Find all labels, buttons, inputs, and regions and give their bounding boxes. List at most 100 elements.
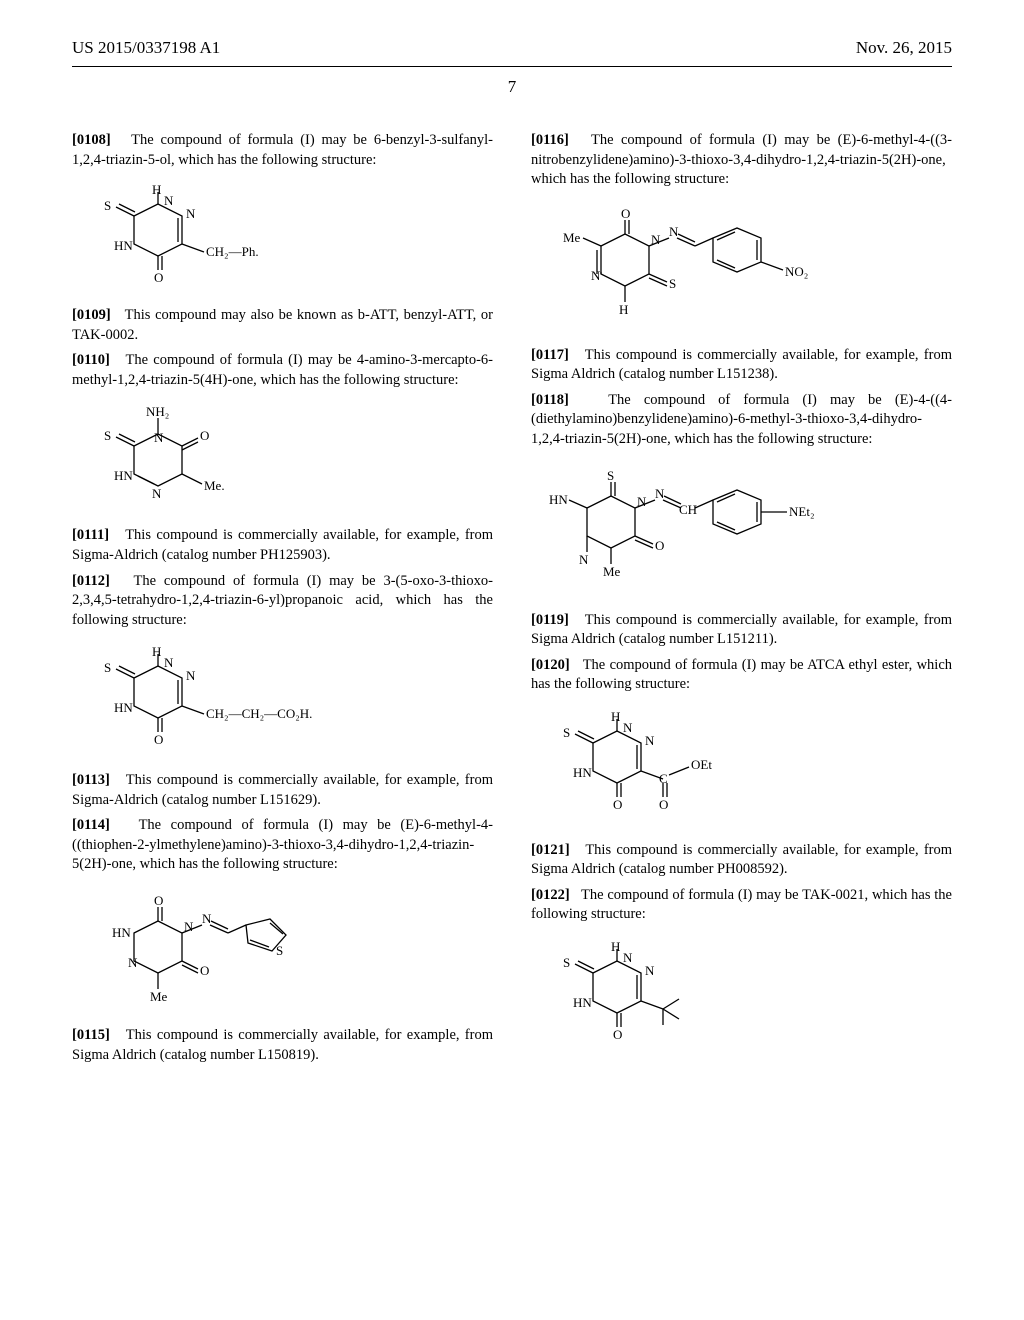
- label-o: O: [154, 270, 163, 285]
- label-o: O: [613, 797, 622, 812]
- label-n: N: [645, 963, 655, 978]
- chemical-structure-3: S H N N HN O CH₂—CH₂—CO₂H.: [94, 648, 493, 753]
- para-text: This compound may also be known as b-ATT…: [72, 307, 493, 343]
- label-o: O: [613, 1027, 622, 1042]
- chemical-structure-5: O Me N N N H S NO₂: [539, 208, 952, 328]
- label-s: S: [563, 955, 570, 970]
- publication-date: Nov. 26, 2015: [856, 38, 952, 58]
- label-s: S: [563, 725, 570, 740]
- chemical-structure-1: S H N N HN O CH₂—Ph.: [94, 188, 493, 288]
- label-n: N: [202, 911, 212, 926]
- para-0119: [0119] This compound is commercially ava…: [531, 611, 952, 650]
- label-o: O: [655, 538, 664, 553]
- para-0111: [0111] This compound is commercially ava…: [72, 526, 493, 565]
- para-0110: [0110] The compound of formula (I) may b…: [72, 351, 493, 390]
- label-ch: CH: [679, 502, 697, 517]
- para-text: The compound of formula (I) may be 6-ben…: [72, 132, 493, 168]
- label-n: N: [669, 224, 679, 239]
- para-0116: [0116] The compound of formula (I) may b…: [531, 131, 952, 190]
- label-n: N: [591, 268, 601, 283]
- label-s: S: [104, 660, 111, 675]
- para-text: This compound is commercially available,…: [531, 347, 952, 383]
- para-text: The compound of formula (I) may be TAK-0…: [531, 887, 952, 923]
- right-column: [0116] The compound of formula (I) may b…: [531, 125, 952, 1071]
- label-o: O: [154, 732, 163, 747]
- left-column: [0108] The compound of formula (I) may b…: [72, 125, 493, 1071]
- label-hn: HN: [112, 925, 131, 940]
- label-n: N: [164, 193, 174, 208]
- label-s: S: [607, 468, 614, 483]
- para-num: [0110]: [72, 352, 110, 368]
- para-text: The compound of formula (I) may be 4-ami…: [72, 352, 493, 388]
- columns: [0108] The compound of formula (I) may b…: [72, 125, 952, 1071]
- para-num: [0116]: [531, 132, 569, 148]
- label-n: N: [651, 232, 661, 247]
- para-text: This compound is commercially available,…: [72, 527, 493, 563]
- para-0121: [0121] This compound is commercially ava…: [531, 841, 952, 880]
- para-num: [0118]: [531, 392, 569, 408]
- para-num: [0112]: [72, 573, 110, 589]
- page-number: 7: [72, 77, 952, 97]
- label-n: N: [623, 950, 633, 965]
- para-text: The compound of formula (I) may be ATCA …: [531, 657, 952, 693]
- para-0118: [0118] The compound of formula (I) may b…: [531, 391, 952, 450]
- label-h: H: [619, 302, 628, 317]
- para-num: [0121]: [531, 842, 570, 858]
- para-text: This compound is commercially available,…: [531, 842, 952, 878]
- label-h: H: [152, 644, 161, 659]
- para-num: [0120]: [531, 657, 570, 673]
- label-me: Me: [603, 564, 621, 579]
- label-me: Me: [150, 989, 168, 1004]
- header: US 2015/0337198 A1 Nov. 26, 2015: [72, 38, 952, 58]
- para-0108: [0108] The compound of formula (I) may b…: [72, 131, 493, 170]
- label-o: O: [200, 963, 209, 978]
- label-s: S: [104, 428, 111, 443]
- label-n: N: [637, 494, 647, 509]
- publication-number: US 2015/0337198 A1: [72, 38, 220, 58]
- label-o: O: [154, 893, 163, 908]
- para-text: This compound is commercially available,…: [72, 772, 493, 808]
- para-num: [0108]: [72, 132, 111, 148]
- label-s: S: [276, 943, 283, 958]
- label-n: N: [655, 486, 665, 501]
- para-0120: [0120] The compound of formula (I) may b…: [531, 656, 952, 695]
- para-num: [0113]: [72, 772, 110, 788]
- para-text: The compound of formula (I) may be (E)-6…: [72, 817, 493, 872]
- label-me: Me.: [204, 478, 225, 493]
- label-n: N: [186, 206, 196, 221]
- para-num: [0119]: [531, 612, 569, 628]
- para-0117: [0117] This compound is commercially ava…: [531, 346, 952, 385]
- label-n: N: [645, 733, 655, 748]
- page: US 2015/0337198 A1 Nov. 26, 2015 7 [0108…: [0, 0, 1024, 1111]
- label-net2: NEt₂: [789, 504, 814, 519]
- label-hn: HN: [549, 492, 568, 507]
- para-0122: [0122] The compound of formula (I) may b…: [531, 886, 952, 925]
- label-s: S: [669, 276, 676, 291]
- label-oet: OEt: [691, 757, 712, 772]
- para-text: The compound of formula (I) may be (E)-4…: [531, 392, 952, 447]
- label-n: N: [152, 486, 162, 501]
- chemical-structure-4: O HN N N N O Me S: [94, 893, 493, 1008]
- header-rule: [72, 66, 952, 67]
- label-hn: HN: [114, 238, 133, 253]
- para-0114: [0114] The compound of formula (I) may b…: [72, 816, 493, 875]
- label-h: H: [611, 709, 620, 724]
- para-0109: [0109] This compound may also be known a…: [72, 306, 493, 345]
- chemical-structure-6: S HN N N N CH O Me NEt₂: [539, 468, 952, 593]
- para-num: [0109]: [72, 307, 111, 323]
- chemical-structure-7: S H N N HN O C O OEt: [553, 713, 952, 823]
- label-hn: HN: [114, 700, 133, 715]
- para-0113: [0113] This compound is commercially ava…: [72, 771, 493, 810]
- label-n: N: [579, 552, 589, 567]
- label-nh2: NH₂: [146, 404, 169, 419]
- para-text: The compound of formula (I) may be (E)-6…: [531, 132, 952, 187]
- para-num: [0115]: [72, 1027, 110, 1043]
- label-me: Me: [563, 230, 581, 245]
- label-c: C: [659, 771, 668, 786]
- label-h: H: [152, 182, 161, 197]
- para-text: The compound of formula (I) may be 3-(5-…: [72, 573, 493, 628]
- label-o: O: [659, 797, 668, 812]
- label-o: O: [621, 206, 630, 221]
- label-n: N: [623, 720, 633, 735]
- para-num: [0122]: [531, 887, 570, 903]
